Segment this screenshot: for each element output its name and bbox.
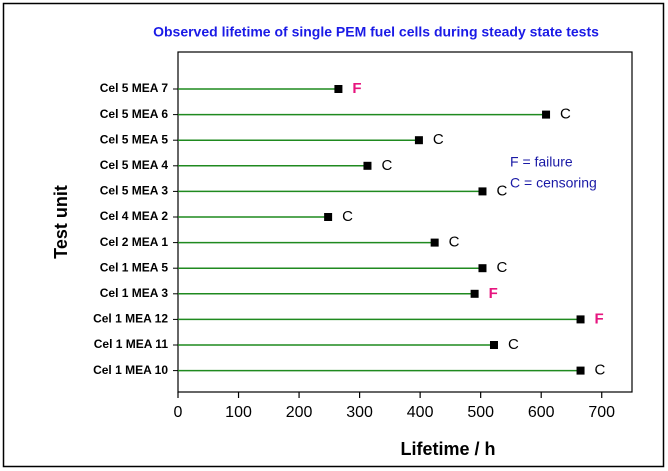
x-tick-label: 500 [467, 404, 494, 421]
marker [576, 315, 585, 324]
x-tick-label: 0 [174, 404, 183, 421]
point-label: C [496, 259, 507, 276]
marker [334, 85, 343, 93]
point-label: C [342, 208, 353, 225]
x-tick-label: 100 [225, 404, 252, 421]
x-tick-label: 300 [346, 404, 373, 421]
y-tick-label: Cel 1 MEA 12 [93, 312, 168, 326]
chart-title: Observed lifetime of single PEM fuel cel… [153, 24, 599, 40]
marker [414, 136, 423, 145]
annotation: C = censoring [510, 175, 597, 191]
plot-frame [177, 51, 633, 393]
marker [542, 110, 551, 119]
marker [363, 161, 372, 170]
marker [470, 289, 479, 298]
y-tick-label: Cel 2 MEA 1 [100, 235, 169, 249]
y-tick-label: Cel 1 MEA 10 [93, 363, 168, 377]
point-label: C [508, 336, 519, 353]
marker [489, 341, 498, 349]
marker [324, 213, 333, 221]
marker [430, 238, 439, 247]
y-tick-label: Cel 5 MEA 5 [100, 132, 169, 146]
x-axis-label: Lifetime / h [400, 439, 495, 459]
x-tick-label: 400 [407, 404, 434, 421]
y-tick-label: Cel 1 MEA 3 [100, 286, 169, 300]
y-tick-label: Cel 5 MEA 3 [100, 184, 169, 198]
y-tick-label: Cel 5 MEA 6 [100, 107, 169, 121]
point-label: C [595, 362, 606, 379]
y-tick-label: Cel 5 MEA 4 [100, 158, 169, 172]
y-tick-label: Cel 1 MEA 5 [100, 260, 169, 274]
point-label: C [381, 157, 392, 174]
point-label: C [560, 106, 571, 123]
x-tick-label: 700 [588, 404, 615, 421]
x-tick-label: 600 [528, 404, 555, 421]
marker [576, 366, 585, 375]
annotation: F = failure [510, 154, 573, 170]
point-label: F [595, 310, 604, 327]
y-tick-label: Cel 1 MEA 11 [94, 337, 169, 351]
y-tick-label: Cel 4 MEA 2 [100, 209, 169, 223]
point-label: C [433, 131, 444, 148]
marker [478, 264, 487, 273]
point-label: F [489, 285, 498, 302]
point-label: C [449, 234, 460, 251]
marker [478, 187, 487, 196]
point-label: C [496, 182, 507, 199]
y-tick-label: Cel 5 MEA 7 [100, 81, 169, 95]
y-axis-label: Test unit [51, 185, 71, 259]
point-label: F [352, 80, 361, 97]
x-tick-label: 200 [286, 404, 313, 421]
